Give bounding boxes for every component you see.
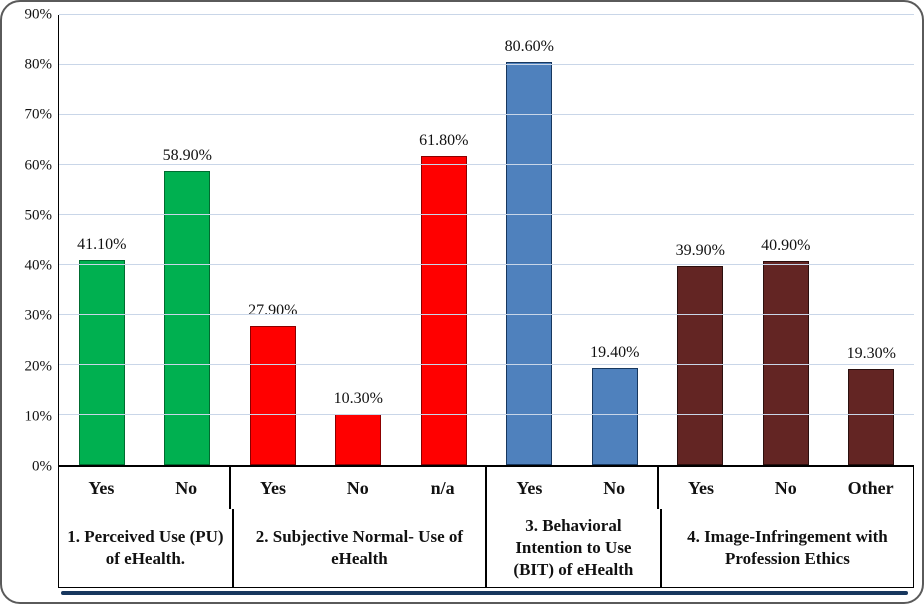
- bar-slot: 61.80%: [401, 15, 487, 465]
- x-category-label: Other: [847, 477, 894, 498]
- x-category-label: Yes: [516, 477, 543, 498]
- y-tick-label: 10%: [24, 408, 53, 425]
- gridline: [59, 364, 914, 365]
- y-tick-label: 90%: [24, 6, 53, 23]
- x-category-label: No: [603, 477, 626, 498]
- y-tick-label: 60%: [24, 157, 53, 174]
- bar: [78, 259, 125, 465]
- bar-value-label: 10.30%: [333, 389, 383, 407]
- gridline: [59, 414, 914, 415]
- bar-value-label: 58.90%: [162, 146, 212, 164]
- bar-value-label: 39.90%: [675, 241, 725, 259]
- bar: [591, 368, 638, 465]
- x-group-label: 3. Behavioral Intention to Use (BIT) of …: [487, 509, 662, 587]
- x-axis-label-table: Yes No Yes No n/a Yes No Yes No Other 1. Perceive…: [58, 467, 914, 588]
- x-group-label: 4. Image-Infringement with Profession Et…: [687, 526, 888, 568]
- bar-slot: 58.90%: [145, 15, 231, 465]
- y-tick-label: 40%: [24, 257, 53, 274]
- bar-group: 27.90% 10.30% 61.80%: [230, 15, 487, 465]
- bar-value-label: 40.90%: [761, 236, 811, 254]
- gridline: [59, 64, 914, 65]
- x-category-label: Yes: [687, 477, 714, 498]
- x-category-label: Yes: [88, 477, 115, 498]
- bar-slot: 80.60%: [487, 15, 573, 465]
- bar-value-label: 61.80%: [419, 132, 469, 149]
- x-group-label: 2. Subjective Normal- Use of eHealth: [234, 509, 487, 587]
- bar-group: 41.10% 58.90%: [59, 15, 230, 465]
- bar-group: 39.90% 40.90% 19.30%: [658, 15, 915, 465]
- x-category-group: Yes No n/a: [231, 467, 487, 509]
- bar-slot: 19.40%: [572, 15, 658, 465]
- plot-area: 41.10% 58.90% 27.90% 10.30% 61.80% 80.60% 19.4…: [58, 14, 914, 467]
- gridline: [59, 164, 914, 166]
- bar-slot: 10.30%: [316, 15, 402, 465]
- x-group-label: 1. Perceived Use (PU) of eHealth.: [59, 509, 234, 587]
- bar: [762, 260, 809, 465]
- plot-column: 41.10% 58.90% 27.90% 10.30% 61.80% 80.60% 19.4…: [58, 14, 914, 595]
- bar: [506, 62, 553, 465]
- bar: [249, 325, 296, 465]
- bottom-accent-line: [61, 591, 908, 595]
- y-axis: 0% 10% 20% 30% 40% 50% 60% 70% 80% 90%: [8, 7, 58, 474]
- bars-row: 41.10% 58.90% 27.90% 10.30% 61.80% 80.60% 19.4…: [59, 15, 914, 465]
- bar: [420, 156, 467, 465]
- bar: [677, 265, 724, 465]
- bar-slot: 40.90%: [743, 15, 829, 465]
- x-category-group: Yes No: [487, 467, 659, 509]
- bar-value-label: 19.40%: [590, 344, 640, 361]
- x-category-group: Yes No: [59, 467, 231, 509]
- bar-value-label: 27.90%: [248, 301, 298, 319]
- x-category-row: Yes No Yes No n/a Yes No Yes No Other: [59, 467, 913, 509]
- gridline: [59, 214, 914, 215]
- x-category-label: No: [346, 477, 369, 498]
- y-tick-label: 70%: [24, 106, 53, 123]
- y-tick-label: 0%: [32, 458, 52, 475]
- y-tick-label: 50%: [24, 207, 53, 224]
- bar-value-label: 41.10%: [77, 235, 127, 253]
- x-category-label: No: [175, 477, 198, 498]
- bar-slot: 39.90%: [658, 15, 744, 465]
- bar: [164, 170, 211, 465]
- x-category-label: n/a: [430, 477, 455, 498]
- bar-group: 80.60% 19.40%: [487, 15, 658, 465]
- chart-body: 0% 10% 20% 30% 40% 50% 60% 70% 80% 90% 41.10% 58.9…: [8, 7, 914, 595]
- bar-slot: 41.10%: [59, 15, 145, 465]
- x-group-row: 1. Perceived Use (PU) of eHealth. 2. Subj…: [59, 509, 913, 587]
- gridline: [59, 14, 914, 15]
- bar-slot: 27.90%: [230, 15, 316, 465]
- gridline: [59, 114, 914, 115]
- bar: [335, 413, 382, 465]
- gridline: [59, 314, 914, 316]
- gridline: [59, 264, 914, 265]
- bar: [848, 368, 895, 465]
- y-tick-label: 80%: [24, 56, 53, 73]
- x-category-group: Yes No Other: [659, 467, 913, 509]
- y-tick-label: 20%: [24, 358, 53, 375]
- x-category-label: Yes: [259, 477, 286, 498]
- bar-value-label: 19.30%: [846, 344, 896, 362]
- bar-value-label: 80.60%: [504, 38, 554, 55]
- x-category-label: No: [774, 477, 797, 498]
- y-tick-label: 30%: [24, 307, 53, 324]
- bar-slot: 19.30%: [829, 15, 915, 465]
